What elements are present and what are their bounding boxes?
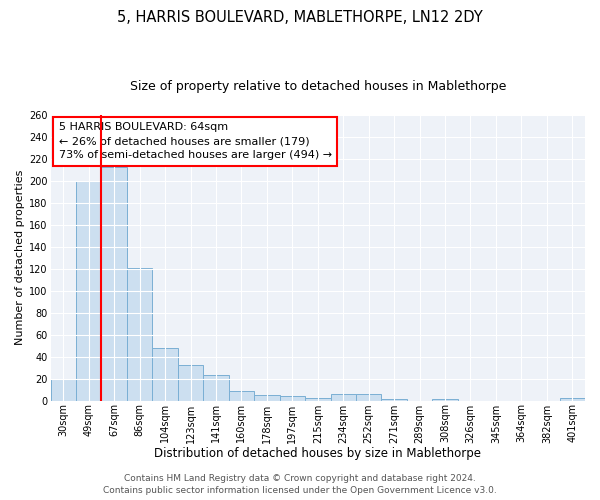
Text: 5 HARRIS BOULEVARD: 64sqm
← 26% of detached houses are smaller (179)
73% of semi: 5 HARRIS BOULEVARD: 64sqm ← 26% of detac…: [59, 122, 332, 160]
Bar: [203, 376, 229, 400]
Bar: [229, 390, 254, 400]
Bar: [50, 378, 76, 400]
Bar: [305, 398, 331, 400]
Title: Size of property relative to detached houses in Mablethorpe: Size of property relative to detached ho…: [130, 80, 506, 93]
Bar: [356, 394, 382, 400]
Bar: [254, 395, 280, 400]
Bar: [178, 366, 203, 400]
Bar: [127, 268, 152, 400]
Bar: [101, 166, 127, 400]
Bar: [560, 398, 585, 400]
Bar: [280, 396, 305, 400]
Y-axis label: Number of detached properties: Number of detached properties: [15, 170, 25, 346]
Bar: [152, 348, 178, 401]
Text: 5, HARRIS BOULEVARD, MABLETHORPE, LN12 2DY: 5, HARRIS BOULEVARD, MABLETHORPE, LN12 2…: [117, 10, 483, 25]
Text: Contains HM Land Registry data © Crown copyright and database right 2024.
Contai: Contains HM Land Registry data © Crown c…: [103, 474, 497, 495]
Bar: [76, 181, 101, 400]
Bar: [331, 394, 356, 400]
X-axis label: Distribution of detached houses by size in Mablethorpe: Distribution of detached houses by size …: [154, 447, 481, 460]
